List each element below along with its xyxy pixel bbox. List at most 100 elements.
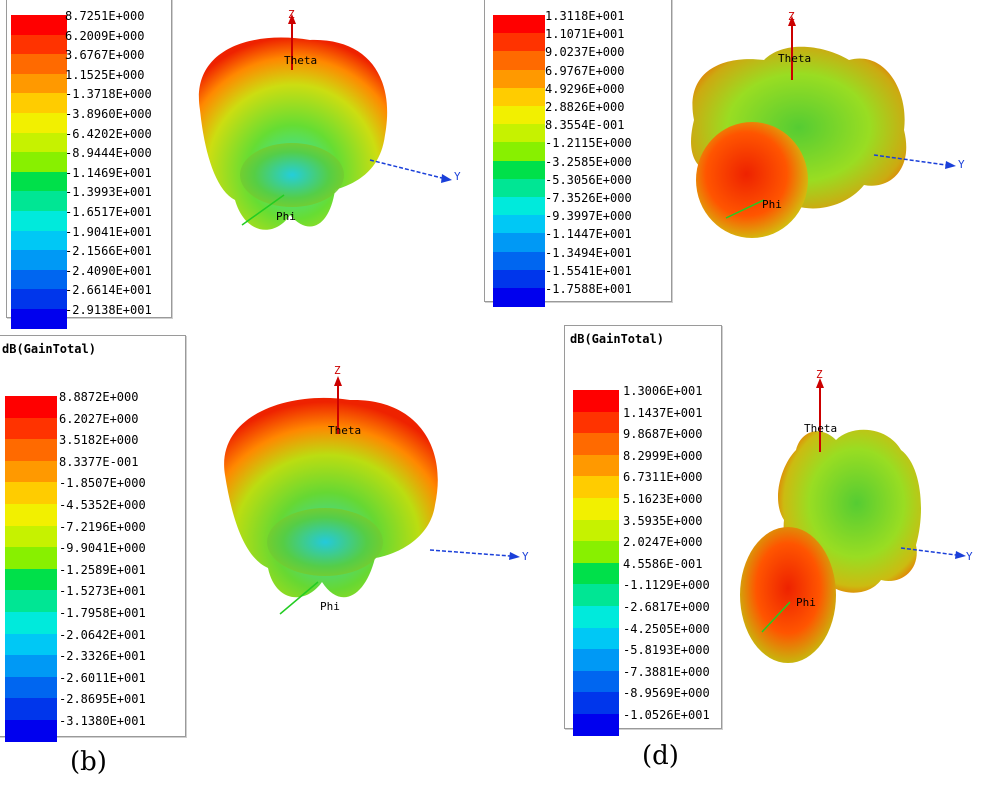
scale-tick-label: -4.5352E+000 (59, 498, 146, 512)
scale-tick-label: -8.9444E+000 (65, 146, 152, 161)
axis-y-label: Y (454, 170, 461, 183)
scale-tick-label: -1.2115E+000 (545, 136, 632, 151)
scale-tick-label: -2.8695E+001 (59, 692, 146, 707)
scale-tick-label: 1.1525E+000 (65, 67, 145, 82)
scale-tick-label: -3.8960E+000 (65, 107, 152, 121)
axis-theta-label: Theta (778, 52, 811, 65)
pattern-a: Z Theta Y Phi (198, 8, 461, 230)
scale-tick-label: 8.7251E+000 (65, 9, 145, 23)
scale-tick-label: -1.3993E+001 (65, 185, 152, 200)
scale-swatch (5, 417, 57, 440)
scale-swatch (573, 627, 619, 650)
caption-b: (b) (70, 747, 107, 777)
scale-swatch (5, 460, 57, 483)
axis-theta-label: Theta (804, 422, 837, 435)
scale-tick-label: -1.7958E+001 (59, 606, 146, 620)
scale-swatch (5, 568, 57, 591)
scale-swatch (573, 411, 619, 434)
scale-tick-label: 1.1071E+001 (545, 27, 625, 42)
scale-tick-label: -5.8193E+000 (623, 643, 710, 658)
scale-tick-label: 8.2999E+000 (623, 448, 703, 463)
scale-swatch (5, 676, 57, 699)
scale-tick-label: -2.3326E+001 (59, 649, 146, 664)
scale-tick-label: -2.0642E+001 (59, 627, 146, 642)
scale-swatch (11, 191, 67, 212)
scale-swatch (493, 87, 545, 107)
scale-tick-label: 8.3377E-001 (59, 454, 139, 469)
scale-swatch (5, 396, 57, 419)
scale-swatch (5, 547, 57, 570)
scale-tick-label: -1.1129E+000 (623, 578, 710, 593)
pattern-d: Z Theta Y Phi (740, 368, 973, 663)
scale-tick-label: -2.6614E+001 (65, 283, 152, 298)
scale-swatch (11, 171, 67, 192)
scale-swatch (5, 504, 57, 527)
caption-d: (d) (642, 741, 679, 771)
scale-swatch (5, 720, 57, 743)
scale-swatch (11, 152, 67, 173)
pattern-b: Z Theta Y Phi (224, 364, 529, 615)
axis-phi-label: Phi (276, 210, 296, 223)
pattern-d-front-lobe (740, 527, 836, 663)
scale-tick-label: 4.9296E+000 (545, 81, 625, 96)
scale-tick-label: -1.3718E+000 (65, 87, 152, 102)
scale-tick-label: -7.2196E+000 (59, 519, 146, 534)
scale-swatch (11, 211, 67, 232)
scale-swatch (493, 124, 545, 143)
scale-tick-label: 3.6767E+000 (65, 48, 145, 63)
scale-swatch (11, 93, 67, 114)
scale-tick-label: -5.3056E+000 (545, 172, 632, 187)
scale-tick-label: -1.1469E+001 (65, 165, 152, 180)
scale-tick-label: -3.2585E+000 (545, 154, 632, 169)
scale-swatch (5, 482, 57, 505)
scale-tick-label: -2.9138E+001 (65, 303, 152, 317)
scale-tick-label: -1.5273E+001 (59, 584, 146, 599)
scale-swatch (493, 197, 545, 216)
scale-swatch (493, 233, 545, 253)
scale-swatch (493, 215, 545, 234)
scale-swatch (573, 692, 619, 715)
scale-tick-label: 1.1437E+001 (623, 405, 703, 420)
scale-tick-label: 6.2027E+000 (59, 411, 139, 426)
scale-swatch (493, 160, 545, 180)
pattern-b-inner (267, 508, 383, 576)
scale-swatch (573, 584, 619, 607)
legend-d: dB(GainTotal) 1.3006E+001 1.1437E+001 9.86… (564, 325, 722, 737)
scale-tick-label: 2.0247E+000 (623, 535, 703, 550)
axis-z-label: Z (788, 10, 795, 23)
legend-b-title: dB(GainTotal) (2, 342, 96, 356)
scale-swatch (11, 269, 67, 290)
axis-z-label: Z (816, 368, 823, 381)
scale-tick-label: -8.9569E+000 (623, 686, 710, 701)
scale-swatch (573, 498, 619, 521)
scale-tick-label: 9.8687E+000 (623, 427, 703, 442)
legend-b: dB(GainTotal) 8.8872E+000 6.2027E+000 3.51… (0, 335, 186, 743)
scale-swatch (11, 15, 67, 36)
scale-tick-label: -2.1566E+001 (65, 244, 152, 259)
scale-tick-label: 1.3118E+001 (545, 9, 625, 23)
scale-tick-label: -9.9041E+000 (59, 541, 146, 556)
scale-tick-label: 6.9767E+000 (545, 63, 625, 78)
scale-tick-label: -1.0526E+001 (623, 708, 710, 722)
scale-tick-label: 8.3554E-001 (545, 118, 625, 133)
scale-swatch (493, 33, 545, 52)
scale-tick-label: -1.5541E+001 (545, 263, 632, 278)
scale-tick-label: -1.2589E+001 (59, 562, 146, 577)
scale-tick-label: -1.1447E+001 (545, 227, 632, 242)
legend-d-title: dB(GainTotal) (570, 332, 664, 346)
panel-d: dB(GainTotal) 1.3006E+001 1.1437E+001 9.86… (564, 325, 984, 786)
scale-swatch (5, 439, 57, 462)
scale-tick-label: 8.8872E+000 (59, 390, 139, 404)
scale-tick-label: -6.4202E+000 (65, 126, 152, 141)
scale-swatch (11, 230, 67, 251)
scale-swatch (5, 698, 57, 721)
scale-swatch (573, 541, 619, 564)
scale-swatch (11, 309, 67, 330)
scale-swatch (573, 562, 619, 585)
scale-swatch (11, 250, 67, 271)
scale-swatch (573, 390, 619, 413)
scale-swatch (573, 606, 619, 629)
panel-a: 8.7251E+000 6.2009E+000 3.6767E+000 1.1525E… (0, 0, 480, 330)
scale-swatch (493, 106, 545, 125)
scale-tick-label: -4.2505E+000 (623, 621, 710, 636)
